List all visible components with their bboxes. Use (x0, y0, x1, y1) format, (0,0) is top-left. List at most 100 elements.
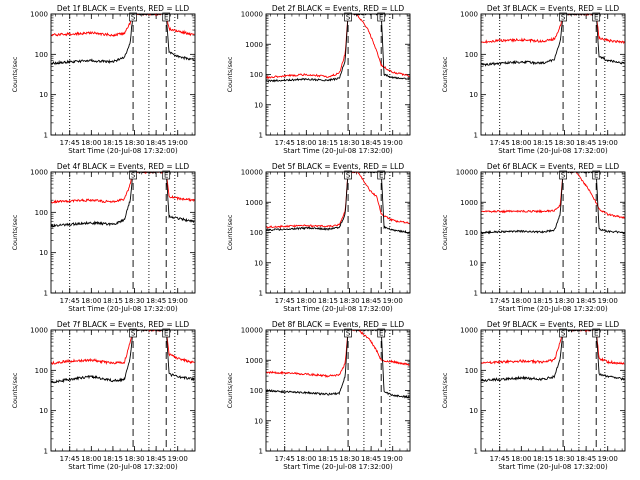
marker-label-s: S (131, 14, 136, 22)
lld-series-line (480, 13, 625, 45)
y-axis-label: Counts/sec (226, 214, 234, 250)
x-tick-label: 17:45 (275, 455, 295, 463)
y-tick-label: 1000 (30, 169, 48, 177)
x-tick-label: 18:30 (554, 297, 574, 305)
y-tick-label: 100 (35, 209, 48, 217)
x-tick-label: 18:15 (533, 455, 553, 463)
lld-series-line (265, 171, 410, 229)
x-tick-label: 18:30 (339, 139, 359, 147)
events-series-line (50, 328, 195, 384)
chart-panel-6: Det 6f BLACK = Events, RED = LLD Counts/s… (441, 162, 626, 313)
x-tick-label: 18:30 (554, 455, 574, 463)
marker-label-s: S (561, 330, 566, 338)
y-tick-label: 10000 (456, 169, 478, 177)
x-tick-label: 18:00 (296, 139, 316, 147)
x-tick-label: 19:00 (383, 455, 403, 463)
plot-frame (50, 13, 196, 136)
y-axis-label: Counts/sec (441, 214, 449, 250)
x-tick-label: 18:45 (146, 297, 166, 305)
y-tick-label: 1 (474, 132, 478, 140)
x-tick-label: 18:15 (103, 297, 123, 305)
marker-label-e: E (379, 172, 383, 180)
marker-box-s (344, 328, 352, 338)
x-tick-label: 18:45 (146, 139, 166, 147)
y-tick-label: 1000 (460, 199, 478, 207)
y-tick-label: 100 (250, 387, 263, 395)
x-tick-label: 18:15 (318, 297, 338, 305)
y-tick-label: 10000 (241, 11, 263, 19)
y-tick-label: 1000 (245, 199, 263, 207)
marker-box-e (162, 12, 171, 22)
marker-label-s: S (346, 14, 351, 22)
marker-label-s: S (131, 172, 136, 180)
y-tick-label: 10000 (241, 169, 263, 177)
x-tick-label: 17:45 (490, 139, 510, 147)
marker-box-s (129, 12, 137, 22)
x-tick-label: 18:00 (81, 139, 101, 147)
marker-label-e: E (164, 172, 168, 180)
panel-title: Det 4f BLACK = Events, RED = LLD (57, 162, 190, 171)
marker-label-e: E (594, 330, 598, 338)
events-series-line (265, 170, 410, 234)
marker-label-e: E (594, 172, 598, 180)
y-tick-label: 10 (39, 407, 48, 415)
x-tick-label: 17:45 (60, 139, 80, 147)
x-tick-label: 19:00 (168, 297, 188, 305)
x-tick-label: 18:45 (576, 297, 596, 305)
y-tick-label: 1 (474, 290, 478, 298)
x-tick-label: 18:15 (533, 297, 553, 305)
x-tick-label: 18:00 (81, 455, 101, 463)
y-tick-label: 10 (469, 259, 478, 267)
x-tick-label: 18:15 (103, 139, 123, 147)
lld-series-line (265, 13, 410, 80)
y-tick-label: 1 (259, 290, 263, 298)
y-tick-label: 10 (254, 417, 263, 425)
y-tick-label: 10 (254, 259, 263, 267)
x-tick-label: 18:30 (554, 139, 574, 147)
x-tick-label: 18:00 (511, 455, 531, 463)
plot-frame (50, 171, 196, 294)
y-tick-label: 1 (44, 290, 48, 298)
x-tick-label: 17:45 (275, 139, 295, 147)
y-tick-label: 1000 (460, 11, 478, 19)
chart-panel-7: Det 7f BLACK = Events, RED = LLD Counts/s… (11, 320, 196, 471)
plot-frame (265, 13, 411, 136)
panel-title: Det 8f BLACK = Events, RED = LLD (272, 320, 405, 329)
y-tick-label: 1 (474, 448, 478, 456)
x-tick-label: 18:00 (511, 139, 531, 147)
y-tick-label: 100 (250, 71, 263, 79)
marker-box-e (377, 170, 386, 180)
chart-panel-4: Det 4f BLACK = Events, RED = LLD Counts/s… (11, 162, 196, 313)
marker-box-s (559, 170, 567, 180)
marker-box-s (344, 170, 352, 180)
panel-title: Det 5f BLACK = Events, RED = LLD (272, 162, 405, 171)
panel-title: Det 9f BLACK = Events, RED = LLD (487, 320, 620, 329)
chart-panel-9: Det 9f BLACK = Events, RED = LLD Counts/s… (441, 320, 626, 471)
events-series-line (480, 12, 625, 67)
marker-label-s: S (346, 172, 351, 180)
marker-label-e: E (379, 14, 383, 22)
events-series-line (50, 170, 195, 229)
marker-label-s: S (561, 172, 566, 180)
y-tick-label: 1000 (460, 327, 478, 335)
y-tick-label: 100 (465, 367, 478, 375)
y-tick-label: 100 (35, 51, 48, 59)
y-tick-label: 10 (469, 407, 478, 415)
y-axis-label: Counts/sec (226, 56, 234, 92)
x-tick-label: 18:45 (146, 455, 166, 463)
y-tick-label: 100 (250, 229, 263, 237)
events-series-line (480, 329, 625, 383)
y-tick-label: 1000 (30, 11, 48, 19)
x-axis-label: Start Time (20-Jul-08 17:32:00) (498, 305, 608, 313)
panel-title: Det 6f BLACK = Events, RED = LLD (487, 162, 620, 171)
lld-series-line (50, 328, 195, 366)
marker-box-e (162, 170, 171, 180)
x-tick-label: 18:15 (318, 455, 338, 463)
marker-box-s (344, 12, 352, 22)
x-tick-label: 18:45 (361, 139, 381, 147)
x-tick-label: 18:30 (124, 297, 144, 305)
marker-label-e: E (164, 14, 168, 22)
panel-title: Det 1f BLACK = Events, RED = LLD (57, 4, 190, 13)
y-axis-label: Counts/sec (441, 56, 449, 92)
marker-box-e (592, 12, 601, 22)
